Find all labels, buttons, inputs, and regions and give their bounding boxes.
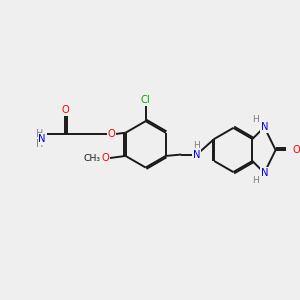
Text: H: H — [36, 139, 43, 149]
Text: CH₃: CH₃ — [83, 154, 100, 163]
Text: H: H — [252, 176, 259, 185]
Text: N: N — [38, 134, 46, 144]
Text: H: H — [36, 129, 43, 140]
Text: N: N — [261, 122, 268, 132]
Text: N: N — [193, 149, 201, 160]
Text: O: O — [61, 105, 69, 115]
Text: O: O — [292, 145, 300, 155]
Text: O: O — [101, 153, 109, 163]
Text: Cl: Cl — [141, 95, 151, 105]
Text: H: H — [194, 141, 200, 150]
Text: H: H — [252, 115, 259, 124]
Text: N: N — [261, 168, 268, 178]
Text: O: O — [108, 129, 116, 140]
